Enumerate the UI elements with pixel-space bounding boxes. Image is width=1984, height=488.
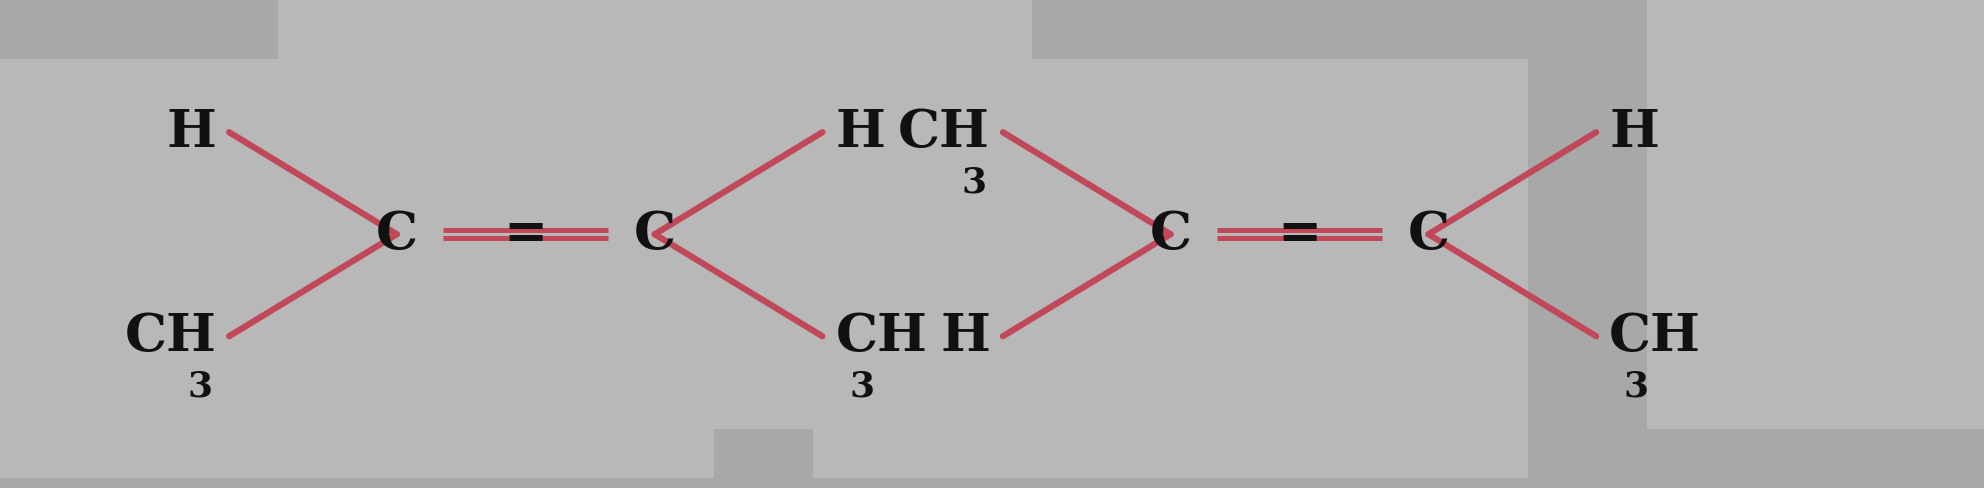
Text: H: H [1609, 107, 1659, 158]
Text: 3: 3 [1623, 369, 1649, 404]
Bar [1647, 0, 1984, 429]
Text: =: = [1278, 209, 1321, 260]
Text: CH: CH [835, 311, 927, 362]
Text: H: H [167, 107, 216, 158]
Text: 3: 3 [960, 165, 986, 200]
Text: CH: CH [125, 311, 216, 362]
Text: C: C [375, 209, 419, 260]
Text: C: C [1407, 209, 1450, 260]
Bar [278, 0, 1032, 429]
Text: CH: CH [899, 107, 990, 158]
Bar [0, 59, 714, 478]
Text: H: H [940, 311, 990, 362]
Text: 3: 3 [186, 369, 212, 404]
Text: CH: CH [1609, 311, 1700, 362]
Bar [813, 59, 1528, 478]
Text: C: C [633, 209, 677, 260]
Text: C: C [1149, 209, 1192, 260]
Text: H: H [835, 107, 885, 158]
Text: =: = [504, 209, 548, 260]
Text: 3: 3 [849, 369, 875, 404]
